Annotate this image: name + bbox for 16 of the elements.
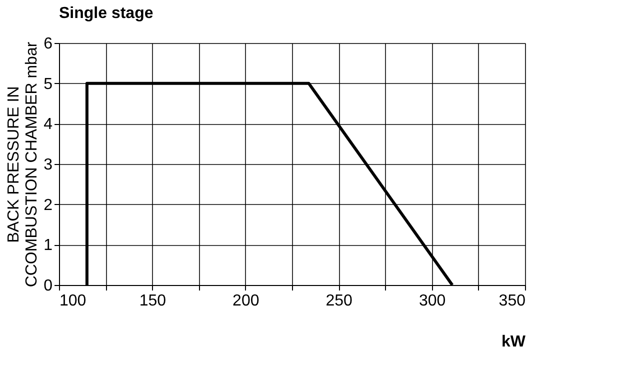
x-axis-title: kW bbox=[502, 334, 526, 350]
y-axis-title: BACK PRESSURE IN CCOMBUSTION CHAMBER mbar bbox=[6, 41, 41, 288]
y-tick-label: 0 bbox=[44, 278, 53, 294]
y-tick-label: 4 bbox=[44, 116, 53, 134]
y-tick-label: 1 bbox=[44, 237, 53, 254]
x-tick-label: 350 bbox=[498, 292, 526, 310]
x-tick-label: 150 bbox=[139, 292, 166, 310]
y-tick-label: 6 bbox=[44, 36, 53, 52]
chart-title: Single stage bbox=[59, 5, 154, 22]
y-tick-label: 3 bbox=[44, 156, 53, 174]
x-tick-label: 200 bbox=[232, 292, 260, 310]
x-tick-label: 300 bbox=[418, 292, 446, 310]
y-tick-label: 5 bbox=[44, 76, 53, 93]
y-tick-label: 2 bbox=[44, 196, 53, 214]
x-tick-label: 100 bbox=[60, 292, 86, 310]
x-tick-label: 250 bbox=[326, 292, 353, 310]
